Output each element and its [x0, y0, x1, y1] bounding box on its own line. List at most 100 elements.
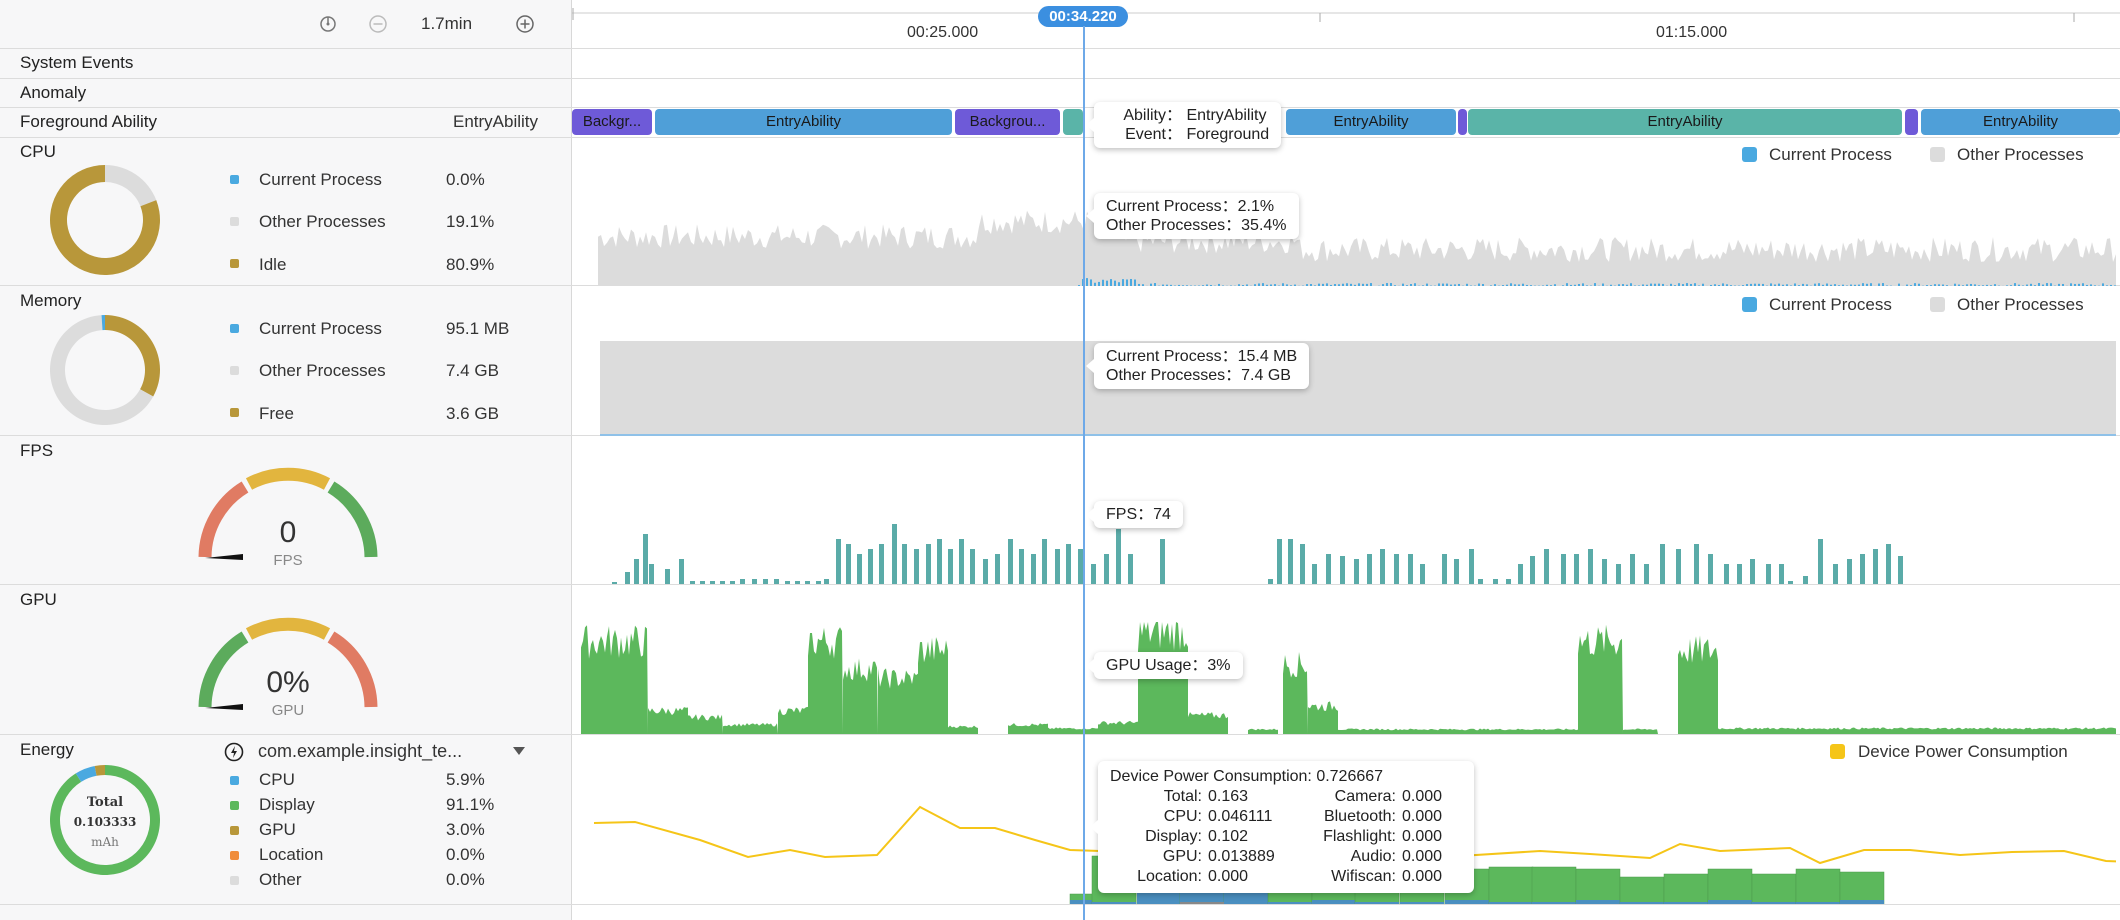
- energy-donut-slice: [75, 765, 97, 782]
- cpu-current-mark: [1914, 283, 1916, 286]
- cpu-current-mark: [2010, 285, 2012, 286]
- cpu-current-mark: [1994, 284, 1996, 286]
- cpu-current-mark: [1274, 284, 1276, 286]
- chevron-down-icon[interactable]: [513, 747, 525, 755]
- cpu-current-mark: [1594, 283, 1596, 286]
- cpu-current-mark: [1506, 284, 1508, 286]
- ability-segment[interactable]: [1905, 109, 1918, 135]
- cpu-current-mark: [1382, 284, 1384, 286]
- cpu-legend-current[interactable]: Current Process: [1769, 145, 1892, 164]
- memory-legend-current[interactable]: Current Process: [1769, 295, 1892, 314]
- cpu-current-mark: [1990, 285, 1992, 286]
- cpu-current-mark: [1618, 284, 1620, 286]
- memory-item-label: Other Processes: [259, 361, 386, 380]
- cpu-current-mark: [1390, 283, 1392, 286]
- fps-bar: [643, 534, 648, 584]
- fps-bar: [1354, 559, 1359, 584]
- cpu-current-mark: [1322, 283, 1324, 286]
- fps-bar: [1478, 579, 1483, 584]
- energy-tooltip-key: Wifiscan:: [1331, 868, 1396, 885]
- cpu-current-mark: [1478, 283, 1480, 286]
- fps-bar: [1367, 554, 1372, 584]
- cpu-current-mark: [1314, 285, 1316, 286]
- fps-bar: [1694, 544, 1699, 584]
- reset-zoom-icon[interactable]: [318, 14, 338, 34]
- cpu-other-area: [598, 209, 2116, 286]
- memory-legend-other-swatch: [1930, 297, 1945, 312]
- cpu-current-mark: [1762, 283, 1764, 286]
- row-label-system-events: System Events: [20, 53, 134, 72]
- energy-display-bar: [1663, 873, 1709, 904]
- energy-display-bar: [1488, 866, 1534, 904]
- cpu-current-mark: [1078, 285, 1080, 286]
- row-label-memory: Memory: [20, 291, 82, 310]
- cpu-current-mark: [1242, 285, 1244, 286]
- energy-item-value: 3.0%: [446, 820, 485, 839]
- memory-area-chart[interactable]: [600, 341, 2116, 436]
- energy-tooltip-row: CPU: 0.046111 Bluetooth: 0.000: [1110, 807, 1462, 827]
- time-ruler[interactable]: [572, 0, 2120, 48]
- fps-bar: [836, 539, 841, 584]
- cpu-chart[interactable]: [598, 190, 2116, 286]
- cpu-current-mark: [1330, 284, 1332, 286]
- fps-bar: [612, 582, 617, 584]
- ability-segment[interactable]: EntryAbility: [1286, 109, 1456, 135]
- cpu-current-mark: [1602, 283, 1604, 286]
- cpu-current-mark: [1794, 283, 1796, 286]
- fps-bar: [740, 579, 745, 584]
- cpu-current-mark: [1354, 284, 1356, 286]
- cpu-current-mark: [1402, 283, 1404, 286]
- cpu-current-mark: [1102, 279, 1104, 286]
- cpu-current-mark: [1198, 285, 1200, 286]
- cpu-current-mark: [1510, 283, 1512, 286]
- cpu-legend-other[interactable]: Other Processes: [1957, 145, 2084, 164]
- energy-display-bar: [1795, 868, 1841, 904]
- cpu-current-mark: [1830, 284, 1832, 286]
- cpu-current-mark: [1750, 283, 1752, 286]
- zoom-out-icon[interactable]: [368, 14, 388, 34]
- ability-segment[interactable]: EntryAbility: [1468, 109, 1902, 135]
- fps-bar: [937, 539, 942, 584]
- fps-bar: [970, 549, 975, 584]
- cursor-time-badge[interactable]: 00:34.220: [1038, 6, 1128, 27]
- ability-segment[interactable]: Backgrou...: [955, 109, 1060, 135]
- ability-segment[interactable]: EntryAbility: [1921, 109, 2120, 135]
- ability-segment[interactable]: [1458, 109, 1467, 135]
- memory-legend-other[interactable]: Other Processes: [1957, 295, 2084, 314]
- cpu-current-mark: [1326, 283, 1328, 286]
- row-label-anomaly: Anomaly: [20, 83, 87, 102]
- fps-bar: [914, 549, 919, 584]
- ability-tooltip: Ability： EntryAbility Event： Foreground: [1085, 102, 1282, 148]
- cpu-current-mark: [1098, 281, 1100, 286]
- fps-bar: [1394, 554, 1399, 584]
- ability-segment[interactable]: EntryAbility: [655, 109, 952, 135]
- fps-bar: [730, 581, 735, 584]
- energy-item-value: 0.0%: [446, 845, 485, 864]
- cpu-current-mark: [1394, 285, 1396, 286]
- memory-donut-slice: [49, 315, 154, 425]
- fps-chart[interactable]: [598, 500, 2116, 586]
- energy-total-unit: mAh: [91, 835, 119, 849]
- fps-bar: [1644, 564, 1649, 584]
- cpu-current-mark: [1930, 285, 1932, 286]
- gpu-area: [1718, 727, 2116, 734]
- energy-app-selector[interactable]: com.example.insight_te...: [258, 741, 463, 761]
- energy-display-bar: [1839, 871, 1885, 904]
- cpu-item-value: 19.1%: [446, 212, 495, 231]
- ability-segment[interactable]: [1063, 109, 1083, 135]
- fps-bar: [816, 581, 821, 584]
- zoom-in-icon[interactable]: [515, 14, 535, 34]
- energy-legend-label[interactable]: Device Power Consumption: [1858, 742, 2068, 761]
- cpu-current-mark: [1926, 285, 1928, 286]
- energy-legend-dot: [230, 801, 239, 810]
- ability-segment[interactable]: Backgr...: [572, 109, 652, 135]
- cpu-current-mark: [2102, 283, 2104, 286]
- gpu-chart[interactable]: [578, 618, 2116, 734]
- fps-bar: [1493, 579, 1498, 584]
- energy-item-label: CPU: [259, 770, 295, 789]
- cpu-current-mark: [1210, 284, 1212, 286]
- time-cursor-line[interactable]: [1083, 26, 1085, 920]
- cpu-current-mark: [1958, 284, 1960, 286]
- cpu-current-mark: [2038, 283, 2040, 286]
- cpu-current-mark: [1906, 284, 1908, 286]
